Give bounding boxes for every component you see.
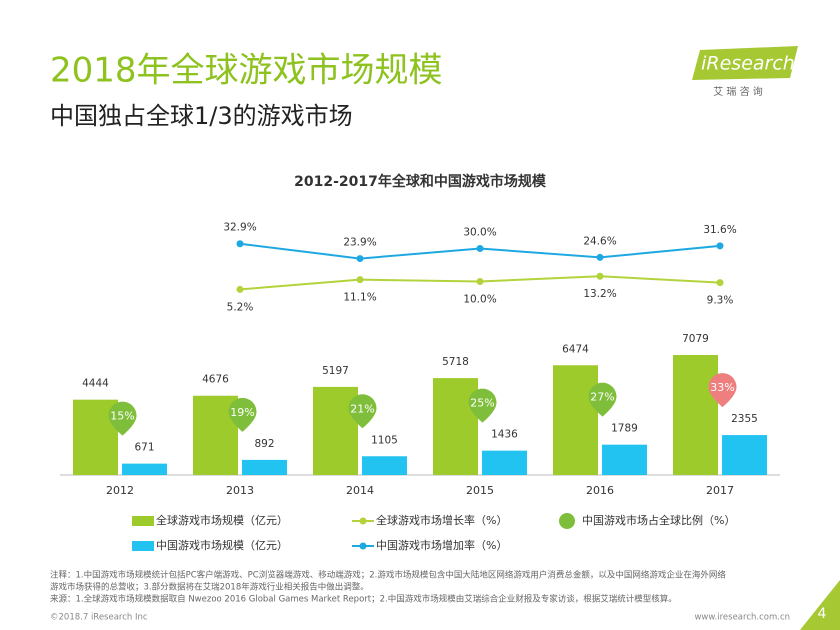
share-bubble (108, 401, 137, 436)
share-bubble (228, 397, 257, 432)
bar-value-label: 4444 (82, 378, 109, 390)
share-label: 19% (230, 406, 254, 419)
bar-value-label: 5718 (442, 356, 469, 368)
line-value-label: 13.2% (583, 288, 616, 300)
line-marker (716, 242, 724, 250)
note-line: 注释：1.中国游戏市场规模统计包括PC客户端游戏、PC浏览器端游戏、移动端游戏；… (50, 570, 726, 581)
legend-swatch (132, 516, 154, 526)
line-value-label: 32.9% (223, 222, 256, 234)
bar (482, 450, 527, 475)
legend-swatch (359, 542, 367, 550)
share-label: 27% (590, 391, 614, 404)
line-value-label: 23.9% (343, 237, 376, 249)
share-label: 25% (470, 397, 494, 410)
bar (362, 456, 407, 475)
share-label: 33% (710, 381, 734, 394)
logo-brand: iResearch (701, 53, 795, 75)
slide-title: 2018年全球游戏市场规模 (50, 51, 443, 91)
x-tick-label: 2017 (706, 484, 734, 497)
legend-swatch (559, 513, 575, 529)
line-marker (596, 272, 604, 280)
bar (122, 463, 167, 475)
line-value-label: 5.2% (227, 301, 254, 313)
note-line: 游戏市场获得的总营收；3.部分数据将在艾瑞2018年游戏行业相关报告中做出调整。 (50, 582, 369, 593)
legend-label: 中国游戏市场增加率（%） (376, 538, 507, 552)
legend-swatch (359, 517, 367, 525)
copyright: ©2018.7 iResearch Inc (50, 613, 148, 623)
share-label: 15% (110, 410, 134, 423)
bar (242, 459, 287, 475)
bar-value-label: 2355 (731, 413, 758, 425)
share-bubble (348, 394, 377, 429)
bar-value-label: 4676 (202, 374, 229, 386)
line-marker (356, 255, 364, 263)
line-value-label: 24.6% (583, 235, 616, 247)
note-line: 来源：1.全球游戏市场规模数据取自 Nwezoo 2016 Global Gam… (50, 594, 677, 605)
line-marker (476, 245, 484, 252)
line-marker (356, 276, 364, 284)
share-bubble (588, 382, 617, 417)
line-value-label: 11.1% (343, 292, 376, 304)
x-tick-label: 2013 (226, 484, 254, 497)
legend-label: 中国游戏市场规模（亿元） (156, 538, 288, 552)
x-tick-label: 2012 (106, 484, 134, 497)
line-marker (596, 253, 604, 261)
line-value-label: 9.3% (707, 295, 734, 307)
bar (722, 435, 767, 475)
line-value-label: 31.6% (703, 224, 736, 236)
legend-swatch (132, 541, 154, 551)
x-tick-label: 2015 (466, 484, 494, 497)
line-marker (716, 279, 724, 287)
bar-value-label: 892 (254, 438, 274, 450)
bar (602, 444, 647, 475)
bar-value-label: 1789 (611, 423, 638, 435)
corner-decoration (800, 580, 840, 630)
line-marker (236, 240, 244, 248)
bar (553, 365, 598, 475)
share-bubble (708, 373, 737, 408)
legend-label: 全球游戏市场规模（亿元） (156, 513, 288, 527)
share-bubble (468, 388, 497, 423)
chart-title: 2012-2017年全球和中国游戏市场规模 (294, 173, 547, 190)
share-label: 21% (350, 402, 374, 415)
line-value-label: 30.0% (463, 227, 496, 239)
line-marker (236, 285, 244, 293)
x-tick-label: 2016 (586, 484, 614, 497)
bar-value-label: 7079 (682, 333, 709, 345)
legend-label: 中国游戏市场占全球比例（%） (582, 513, 735, 527)
logo-tagline: 艾 瑞 咨 询 (713, 85, 763, 98)
bar (433, 378, 478, 475)
page-number: 4 (818, 606, 827, 622)
line-marker (476, 278, 484, 285)
url: www.iresearch.com.cn (694, 613, 790, 623)
line-value-label: 10.0% (463, 294, 496, 306)
bar (673, 355, 718, 475)
bar-value-label: 1105 (371, 434, 398, 446)
slide-subtitle: 中国独占全球1/3的游戏市场 (50, 102, 353, 130)
bar-value-label: 5197 (322, 365, 349, 377)
bar-value-label: 6474 (562, 343, 589, 355)
x-tick-label: 2014 (346, 484, 374, 497)
bar-value-label: 1436 (491, 429, 518, 441)
legend-label: 全球游戏市场增长率（%） (376, 513, 507, 527)
bar-value-label: 671 (134, 442, 154, 454)
logo-shape (692, 46, 798, 80)
